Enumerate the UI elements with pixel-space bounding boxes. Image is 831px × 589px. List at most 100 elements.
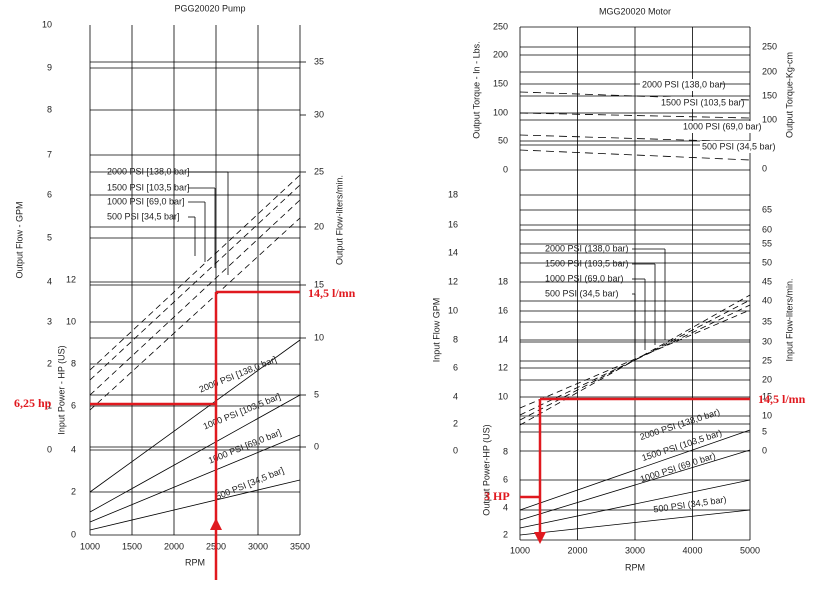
label: 14,5 l/mn [308, 286, 356, 300]
label: 1000 PSI (69,0 bar) [545, 273, 624, 283]
label: 8 [71, 358, 76, 368]
label: 40 [762, 295, 772, 305]
label: 6,25 hp [14, 396, 52, 410]
label: 2000 PSI [138,0 bar] [107, 166, 190, 176]
label: 1000 [510, 545, 530, 555]
label: 3500 [290, 541, 310, 551]
label: 2000 [164, 541, 184, 551]
label: 4 [453, 391, 458, 401]
line [89, 217, 301, 411]
label: 200 [493, 49, 508, 59]
label: 18 [448, 189, 458, 199]
label: 5 [314, 389, 319, 399]
label: 14 [498, 334, 508, 344]
line [89, 184, 301, 381]
label: 2000 [567, 545, 587, 555]
label: 16 [498, 305, 508, 315]
label: 15 [314, 279, 324, 289]
label: 65 [762, 204, 772, 214]
line [89, 394, 301, 513]
label: 500 PSI [34,5 bar] [107, 211, 180, 221]
label: 6 [453, 362, 458, 372]
line [519, 294, 751, 426]
label: 10 [762, 410, 772, 420]
label: 100 [762, 114, 777, 124]
label: Output Torque - In - Lbs. [471, 41, 481, 138]
label: 5 [47, 232, 52, 242]
label: 7 [47, 149, 52, 159]
label: 8 [453, 334, 458, 344]
label: 3 [47, 316, 52, 326]
label: 45 [762, 276, 772, 286]
label: 14 [448, 247, 458, 257]
label: 0 [71, 529, 76, 539]
label: 5 [762, 426, 767, 436]
label: 250 [493, 21, 508, 31]
line [519, 479, 751, 529]
label: 9 [47, 62, 52, 72]
label: 30 [762, 336, 772, 346]
label: 500 PSI (34,5 bar) [545, 288, 619, 298]
label: 1 [47, 400, 52, 410]
label: 0 [503, 164, 508, 174]
legend-bg [659, 97, 739, 109]
label: Input Flow GPM [431, 298, 441, 363]
label: 2000 PSI (138,0 bar) [642, 79, 726, 89]
label: 14,5 l/mn [758, 392, 806, 406]
label: 12 [66, 274, 76, 284]
label: 20 [314, 221, 324, 231]
arrow [534, 532, 546, 544]
label: Output Torque-Kg-cm [784, 52, 794, 138]
label: 2 [503, 529, 508, 539]
label: RPM [185, 557, 205, 567]
label: 1500 PSI (103,5 bar) [661, 97, 745, 107]
label: 4 [47, 276, 52, 286]
label: 200 [762, 66, 777, 76]
label: 8 [503, 446, 508, 456]
label: 0 [762, 163, 767, 173]
label: 500 PSI (34,5 bar) [653, 494, 727, 514]
label: 1500 PSI [103,5 bar] [107, 182, 190, 192]
legend-bg [681, 121, 761, 133]
label: 10 [448, 305, 458, 315]
label: 250 [762, 41, 777, 51]
label: 12 [448, 276, 458, 286]
label: 4 [503, 502, 508, 512]
label: 16 [448, 219, 458, 229]
line [89, 174, 301, 371]
label: 6 [503, 474, 508, 484]
line [89, 199, 301, 396]
line [89, 339, 301, 493]
label: 18 [498, 276, 508, 286]
label: 500 PSI (34,5 bar) [702, 141, 776, 151]
label: 60 [762, 224, 772, 234]
label: 0 [314, 441, 319, 451]
legend-bg [640, 79, 720, 91]
label: 35 [314, 56, 324, 66]
label: 1000 PSI (69,0 bar) [683, 121, 762, 131]
label: Input Flow-liters/min. [784, 278, 794, 361]
arrow [210, 518, 222, 530]
legend-bg [700, 141, 780, 153]
label: 150 [493, 78, 508, 88]
label: 2000 PSI [138,0 bar] [198, 354, 278, 394]
label: 100 [493, 107, 508, 117]
line [519, 309, 751, 409]
label: 55 [762, 238, 772, 248]
label: 6 [71, 400, 76, 410]
label: 10 [66, 316, 76, 326]
label: 1500 [122, 541, 142, 551]
label: RPM [625, 562, 645, 572]
label: Output Flow - GPM [14, 201, 24, 278]
label: 25 [314, 166, 324, 176]
label: 35 [762, 316, 772, 326]
label: 50 [498, 135, 508, 145]
label: 500 PSI [34,5 bar] [214, 465, 285, 501]
line [519, 429, 751, 511]
label: Output Power-HP (US) [481, 424, 491, 515]
label: 20 [762, 374, 772, 384]
line [89, 434, 301, 523]
line [519, 509, 751, 536]
label: 1000 [80, 541, 100, 551]
line [519, 304, 751, 416]
